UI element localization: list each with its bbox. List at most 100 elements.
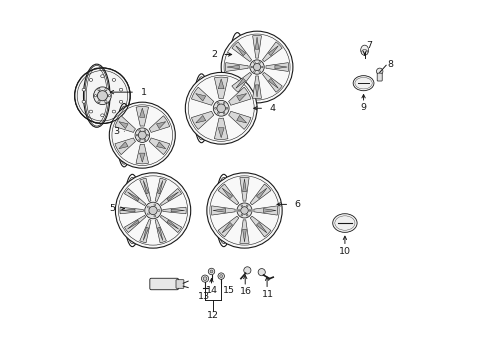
Polygon shape xyxy=(157,227,163,240)
Polygon shape xyxy=(140,178,151,202)
Polygon shape xyxy=(160,215,182,233)
Polygon shape xyxy=(240,220,248,244)
Polygon shape xyxy=(250,216,270,237)
Ellipse shape xyxy=(352,76,373,91)
Ellipse shape xyxy=(112,78,116,81)
Polygon shape xyxy=(225,63,248,71)
Circle shape xyxy=(138,131,146,139)
FancyBboxPatch shape xyxy=(176,280,183,288)
Circle shape xyxy=(213,100,228,116)
Circle shape xyxy=(240,207,248,214)
Circle shape xyxy=(219,275,222,278)
Circle shape xyxy=(237,203,251,218)
Circle shape xyxy=(241,205,242,207)
Circle shape xyxy=(98,101,100,103)
Circle shape xyxy=(253,62,255,63)
Polygon shape xyxy=(160,188,182,206)
Ellipse shape xyxy=(101,114,104,117)
Circle shape xyxy=(108,95,110,97)
Circle shape xyxy=(154,204,156,206)
Ellipse shape xyxy=(101,75,104,78)
Polygon shape xyxy=(212,208,225,212)
Circle shape xyxy=(244,267,250,274)
Text: 10: 10 xyxy=(338,247,350,256)
Polygon shape xyxy=(274,65,286,69)
Polygon shape xyxy=(218,184,238,205)
Polygon shape xyxy=(256,222,266,233)
Text: 3: 3 xyxy=(113,127,119,136)
Circle shape xyxy=(144,202,161,219)
Polygon shape xyxy=(163,207,186,214)
Ellipse shape xyxy=(89,78,93,81)
Polygon shape xyxy=(155,220,166,243)
Ellipse shape xyxy=(89,110,93,113)
Circle shape xyxy=(246,205,247,207)
Circle shape xyxy=(246,215,247,216)
Text: 8: 8 xyxy=(386,60,392,69)
Circle shape xyxy=(146,134,148,136)
Circle shape xyxy=(139,130,140,131)
Polygon shape xyxy=(231,72,251,92)
Ellipse shape xyxy=(361,49,367,55)
FancyBboxPatch shape xyxy=(149,278,178,290)
Polygon shape xyxy=(136,144,148,164)
Polygon shape xyxy=(218,79,224,89)
Polygon shape xyxy=(226,65,239,69)
Ellipse shape xyxy=(112,110,116,113)
Circle shape xyxy=(201,275,208,282)
Polygon shape xyxy=(124,215,145,233)
Polygon shape xyxy=(250,184,270,205)
Circle shape xyxy=(149,206,157,215)
Text: 11: 11 xyxy=(262,289,274,298)
Polygon shape xyxy=(115,138,135,154)
Circle shape xyxy=(203,277,206,280)
Polygon shape xyxy=(228,111,250,129)
Polygon shape xyxy=(171,209,184,212)
Polygon shape xyxy=(228,87,250,105)
Polygon shape xyxy=(268,46,278,56)
Circle shape xyxy=(109,102,175,168)
Polygon shape xyxy=(124,188,145,206)
Circle shape xyxy=(93,87,111,104)
Polygon shape xyxy=(139,153,145,162)
Polygon shape xyxy=(156,122,165,129)
Polygon shape xyxy=(252,76,261,99)
Text: 7: 7 xyxy=(365,41,371,50)
Polygon shape xyxy=(195,116,205,123)
Text: 6: 6 xyxy=(294,200,300,209)
Circle shape xyxy=(75,68,130,123)
Circle shape xyxy=(261,66,263,68)
Polygon shape xyxy=(191,87,213,105)
Circle shape xyxy=(115,173,190,248)
Circle shape xyxy=(250,66,252,68)
Circle shape xyxy=(97,91,107,101)
Circle shape xyxy=(144,130,145,131)
Polygon shape xyxy=(240,177,248,201)
Polygon shape xyxy=(242,179,246,192)
Circle shape xyxy=(217,104,225,113)
Polygon shape xyxy=(255,85,258,97)
Text: 14: 14 xyxy=(206,285,218,294)
Polygon shape xyxy=(139,108,145,117)
Ellipse shape xyxy=(119,100,122,103)
Circle shape xyxy=(98,89,100,91)
Polygon shape xyxy=(214,118,227,139)
Polygon shape xyxy=(119,142,128,149)
Polygon shape xyxy=(265,63,288,71)
Text: 13: 13 xyxy=(198,292,210,301)
Ellipse shape xyxy=(119,88,122,91)
Polygon shape xyxy=(236,116,246,123)
Circle shape xyxy=(223,102,224,104)
Circle shape xyxy=(135,128,149,143)
Circle shape xyxy=(206,173,282,248)
Ellipse shape xyxy=(332,214,356,232)
Circle shape xyxy=(144,139,145,140)
Polygon shape xyxy=(120,207,143,214)
Circle shape xyxy=(221,31,292,103)
Circle shape xyxy=(104,101,107,103)
Circle shape xyxy=(241,215,242,216)
Ellipse shape xyxy=(82,88,85,91)
Polygon shape xyxy=(255,37,258,49)
Circle shape xyxy=(225,107,227,109)
FancyBboxPatch shape xyxy=(376,73,382,81)
